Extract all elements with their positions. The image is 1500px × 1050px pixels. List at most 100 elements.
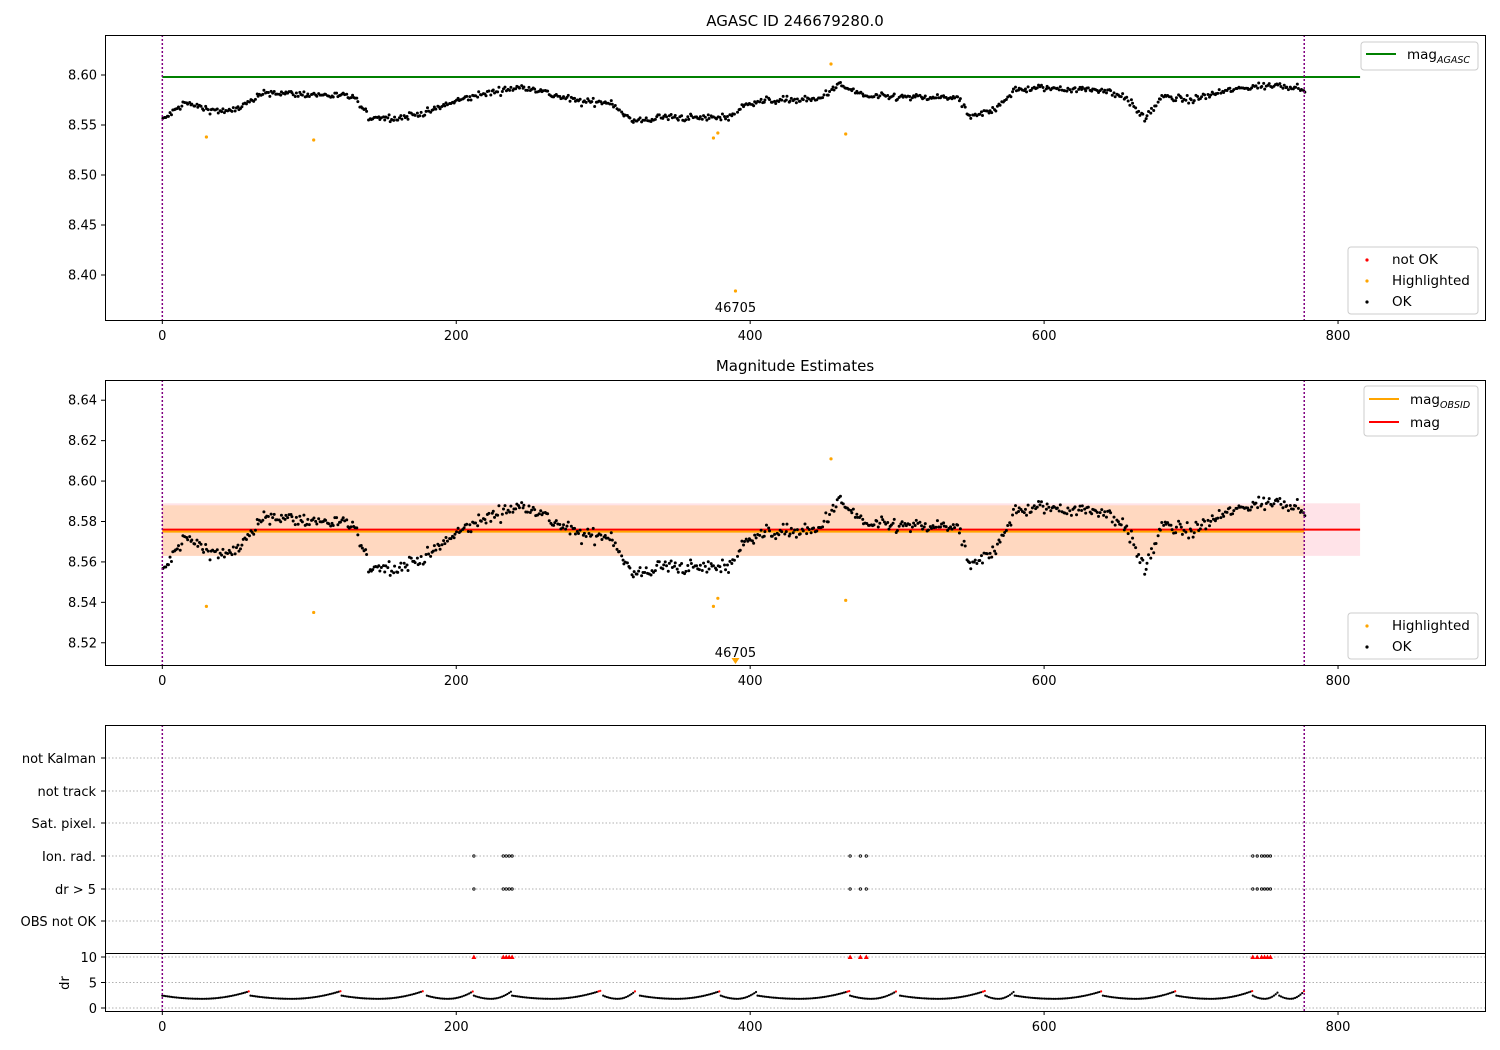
ok-point (275, 92, 279, 96)
dr-point (525, 996, 528, 999)
ok-point (1285, 504, 1289, 508)
dr-point (849, 994, 852, 997)
ok-point (216, 111, 220, 115)
dr-point (686, 997, 689, 1000)
ok-point (272, 512, 276, 516)
ok-point (673, 113, 677, 117)
ok-point (628, 116, 632, 120)
ok-point (1030, 506, 1034, 510)
ok-point (324, 518, 328, 522)
ok-point (706, 113, 710, 117)
ok-point (195, 538, 199, 542)
dr-point (621, 997, 624, 1000)
dr-point (640, 994, 643, 998)
ok-point (644, 566, 648, 570)
ok-point (1170, 528, 1174, 532)
ok-point (204, 104, 208, 108)
ok-point (1041, 85, 1045, 89)
ok-point (438, 107, 442, 111)
dr-point (907, 995, 910, 999)
ok-point (1131, 536, 1135, 540)
ok-point (993, 549, 997, 553)
ok-point (533, 508, 537, 512)
ok-point (963, 544, 967, 548)
dr-point (1256, 996, 1260, 999)
ok-point (1038, 503, 1042, 507)
ok-point (913, 524, 917, 528)
dr-point (1020, 995, 1023, 998)
ok-point (1179, 525, 1183, 529)
ok-point (465, 94, 469, 98)
dr-point (318, 995, 321, 998)
dr-point (960, 995, 963, 998)
dr-point (719, 994, 722, 997)
ok-point (298, 514, 302, 518)
dr-point (404, 994, 407, 998)
dr-point (1191, 996, 1194, 999)
flag-point (507, 854, 511, 858)
ok-point (382, 564, 386, 568)
ok-point (220, 553, 224, 557)
highlighted-point (829, 457, 833, 461)
dr-point (479, 996, 483, 999)
dr-point (488, 997, 491, 1000)
ok-point (175, 547, 179, 551)
highlighted-point (733, 289, 738, 293)
dr-point (265, 996, 268, 999)
dr-point (877, 997, 880, 1000)
dr-point (761, 995, 764, 998)
legend-marker-not-ok (1365, 258, 1369, 262)
ok-point (1026, 503, 1030, 507)
dr-point (856, 996, 859, 999)
ok-point (878, 521, 882, 525)
ok-point (752, 541, 756, 545)
dr-point (231, 994, 234, 997)
dr-point (459, 995, 462, 999)
ok-point (1184, 98, 1188, 102)
ok-point (1158, 528, 1162, 532)
ok-point (296, 522, 300, 526)
ok-point (424, 109, 428, 113)
dr-point (516, 995, 519, 998)
ok-point (279, 513, 283, 517)
ok-point (578, 97, 582, 101)
dr-point (1133, 997, 1136, 1000)
ok-point (1147, 109, 1151, 113)
ok-point (1232, 509, 1236, 513)
ok-point (405, 563, 409, 567)
x-tick-label: 0 (158, 674, 166, 689)
ok-point (1077, 508, 1081, 512)
dr-point (791, 997, 794, 1000)
dr-point (1029, 996, 1032, 999)
ok-point (1281, 86, 1285, 90)
dr-point (1070, 996, 1073, 999)
ok-point (166, 563, 170, 567)
ok-point (345, 92, 349, 96)
ok-point (432, 544, 436, 548)
dr-point (1040, 997, 1043, 1000)
ok-point (698, 563, 702, 567)
mag-obsid-uncertainty-band (162, 505, 1305, 556)
x-tick-label: 800 (1326, 674, 1351, 689)
ok-point (1112, 515, 1116, 519)
ok-point (444, 535, 448, 539)
ok-point (496, 90, 500, 94)
ok-point (469, 98, 473, 102)
dr-point (1001, 997, 1005, 1000)
flag-row-label: Ion. rad. (42, 850, 96, 865)
dr-point (469, 991, 473, 994)
ok-point (286, 516, 290, 520)
ok-point (1109, 511, 1113, 515)
dr-point (544, 997, 547, 1000)
panel2-dropout-label: 46705 (715, 646, 756, 661)
dr-point (826, 995, 830, 998)
ok-point (266, 514, 270, 518)
flag-row-label: Sat. pixel. (32, 817, 96, 832)
highlighted-point (711, 604, 716, 608)
ok-point (1282, 500, 1286, 504)
dr-point (772, 996, 775, 999)
ok-point (1141, 558, 1145, 562)
ok-point (314, 519, 318, 523)
dr-point (1236, 994, 1240, 997)
ok-point (580, 104, 584, 108)
